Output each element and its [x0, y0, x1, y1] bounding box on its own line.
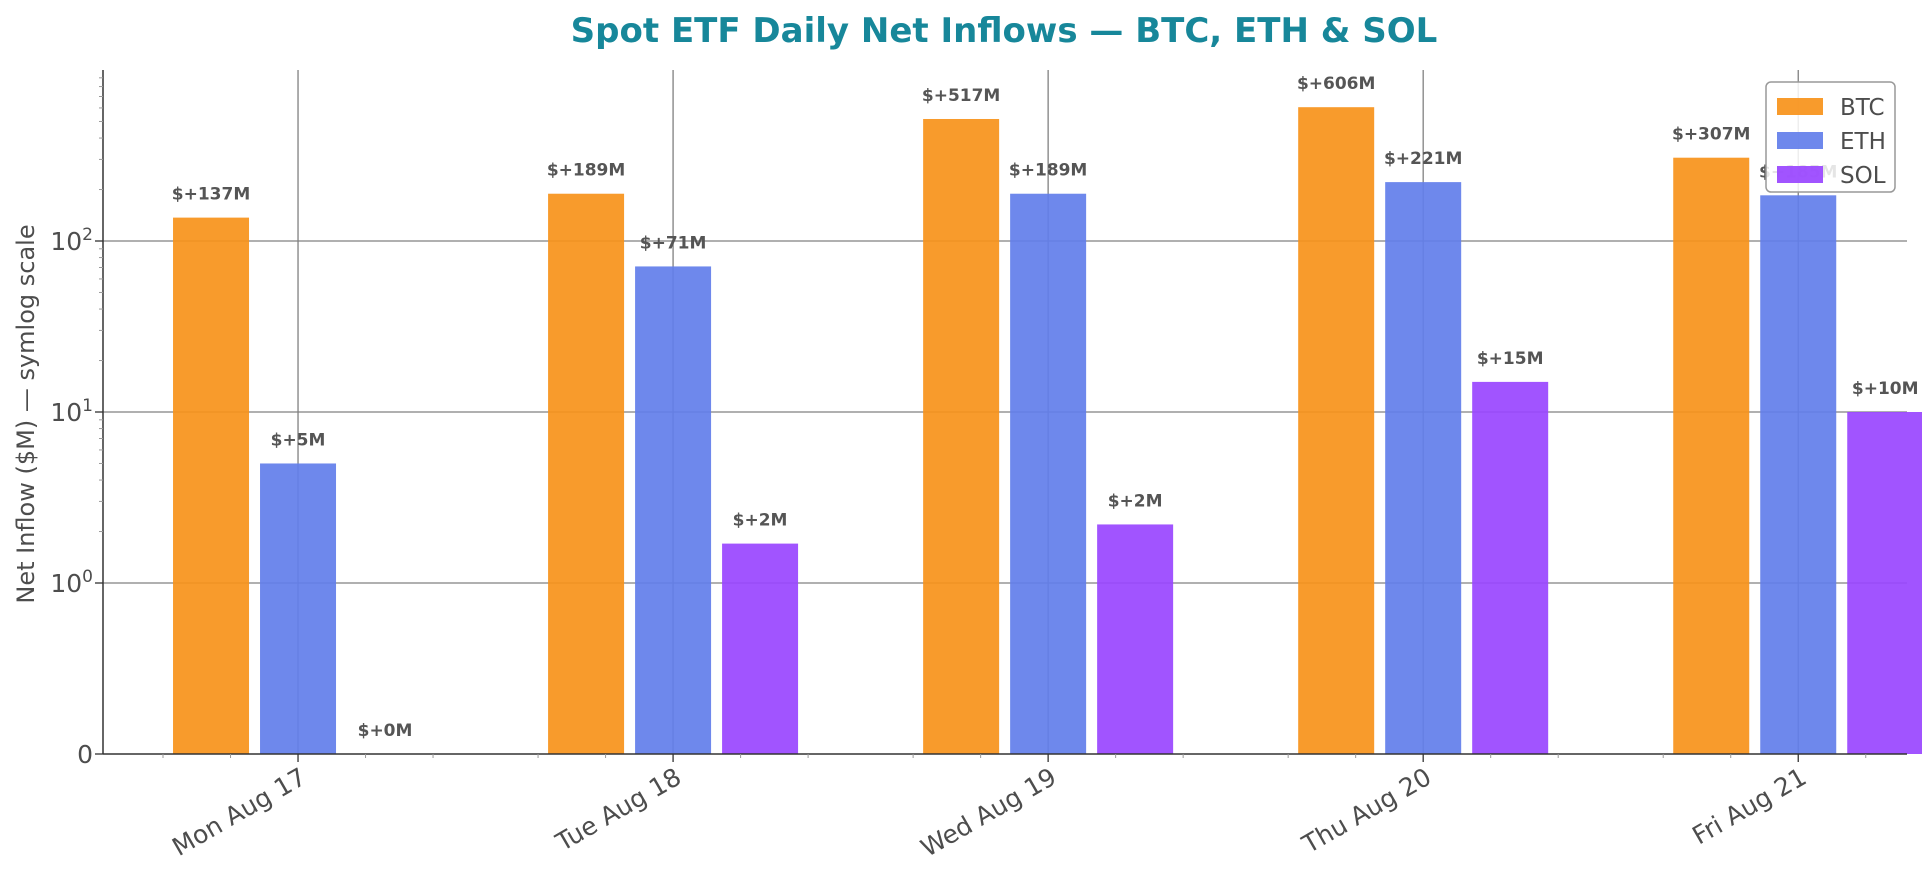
x-tick-label: Thu Aug 20	[1297, 762, 1437, 859]
value-label: $+189M	[547, 161, 625, 181]
bar-btc	[923, 118, 1000, 755]
bar-eth	[1010, 193, 1087, 754]
value-label: $+0M	[358, 721, 413, 741]
axes	[95, 70, 1907, 762]
x-tick-labels: Mon Aug 17 Tue Aug 18 Wed Aug 19 Thu Aug 20…	[167, 762, 1811, 863]
value-label: $+307M	[1672, 125, 1750, 145]
bar-btc	[173, 217, 250, 754]
chart-title: Spot ETF Daily Net Inflows — BTC, ETH & …	[571, 11, 1438, 51]
bar-sol	[1097, 524, 1174, 754]
x-tick-label: Fri Aug 21	[1687, 762, 1811, 850]
bar-eth	[1760, 195, 1837, 755]
bar-btc	[548, 193, 625, 754]
bars	[173, 107, 1922, 755]
x-tick-label: Mon Aug 17	[167, 762, 311, 862]
legend-label-btc: BTC	[1840, 95, 1885, 121]
y-tick-labels: 0 100 101 102	[50, 225, 93, 769]
value-label: $+5M	[271, 430, 326, 450]
legend-label-eth: ETH	[1840, 129, 1886, 155]
bar-eth	[260, 463, 337, 754]
bar-eth	[1385, 182, 1462, 755]
value-label: $+2M	[1108, 491, 1163, 511]
gridlines	[103, 70, 1907, 754]
value-label: $+189M	[1009, 161, 1087, 181]
x-tick-label: Tue Aug 18	[550, 762, 686, 857]
y-tick-label: 101	[50, 396, 93, 427]
bar-btc	[1298, 107, 1375, 754]
legend-swatch-eth	[1777, 132, 1823, 149]
y-axis-label: Net Inflow ($M) — symlog scale	[12, 224, 40, 603]
value-label: $+137M	[172, 185, 250, 205]
bar-btc	[1673, 157, 1750, 754]
value-label: $+2M	[733, 511, 788, 531]
value-label: $+221M	[1384, 149, 1462, 169]
value-label: $+606M	[1297, 74, 1375, 94]
legend-swatch-sol	[1777, 166, 1823, 183]
bar-sol	[722, 543, 799, 754]
legend: BTC ETH SOL	[1765, 81, 1896, 193]
value-label: $+15M	[1477, 349, 1544, 369]
value-label: $+517M	[922, 86, 1000, 106]
value-label: $+71M	[640, 233, 707, 253]
value-label: $+10M	[1852, 379, 1919, 399]
legend-label-sol: SOL	[1840, 163, 1886, 189]
x-tick-label: Wed Aug 19	[916, 762, 1061, 863]
y-tick-label: 0	[77, 740, 93, 769]
bar-sol	[1847, 412, 1922, 754]
legend-swatch-btc	[1777, 98, 1823, 115]
y-tick-label: 100	[50, 567, 93, 598]
bar-sol	[1472, 381, 1549, 754]
bar-eth	[635, 266, 712, 754]
y-tick-label: 102	[50, 225, 93, 256]
